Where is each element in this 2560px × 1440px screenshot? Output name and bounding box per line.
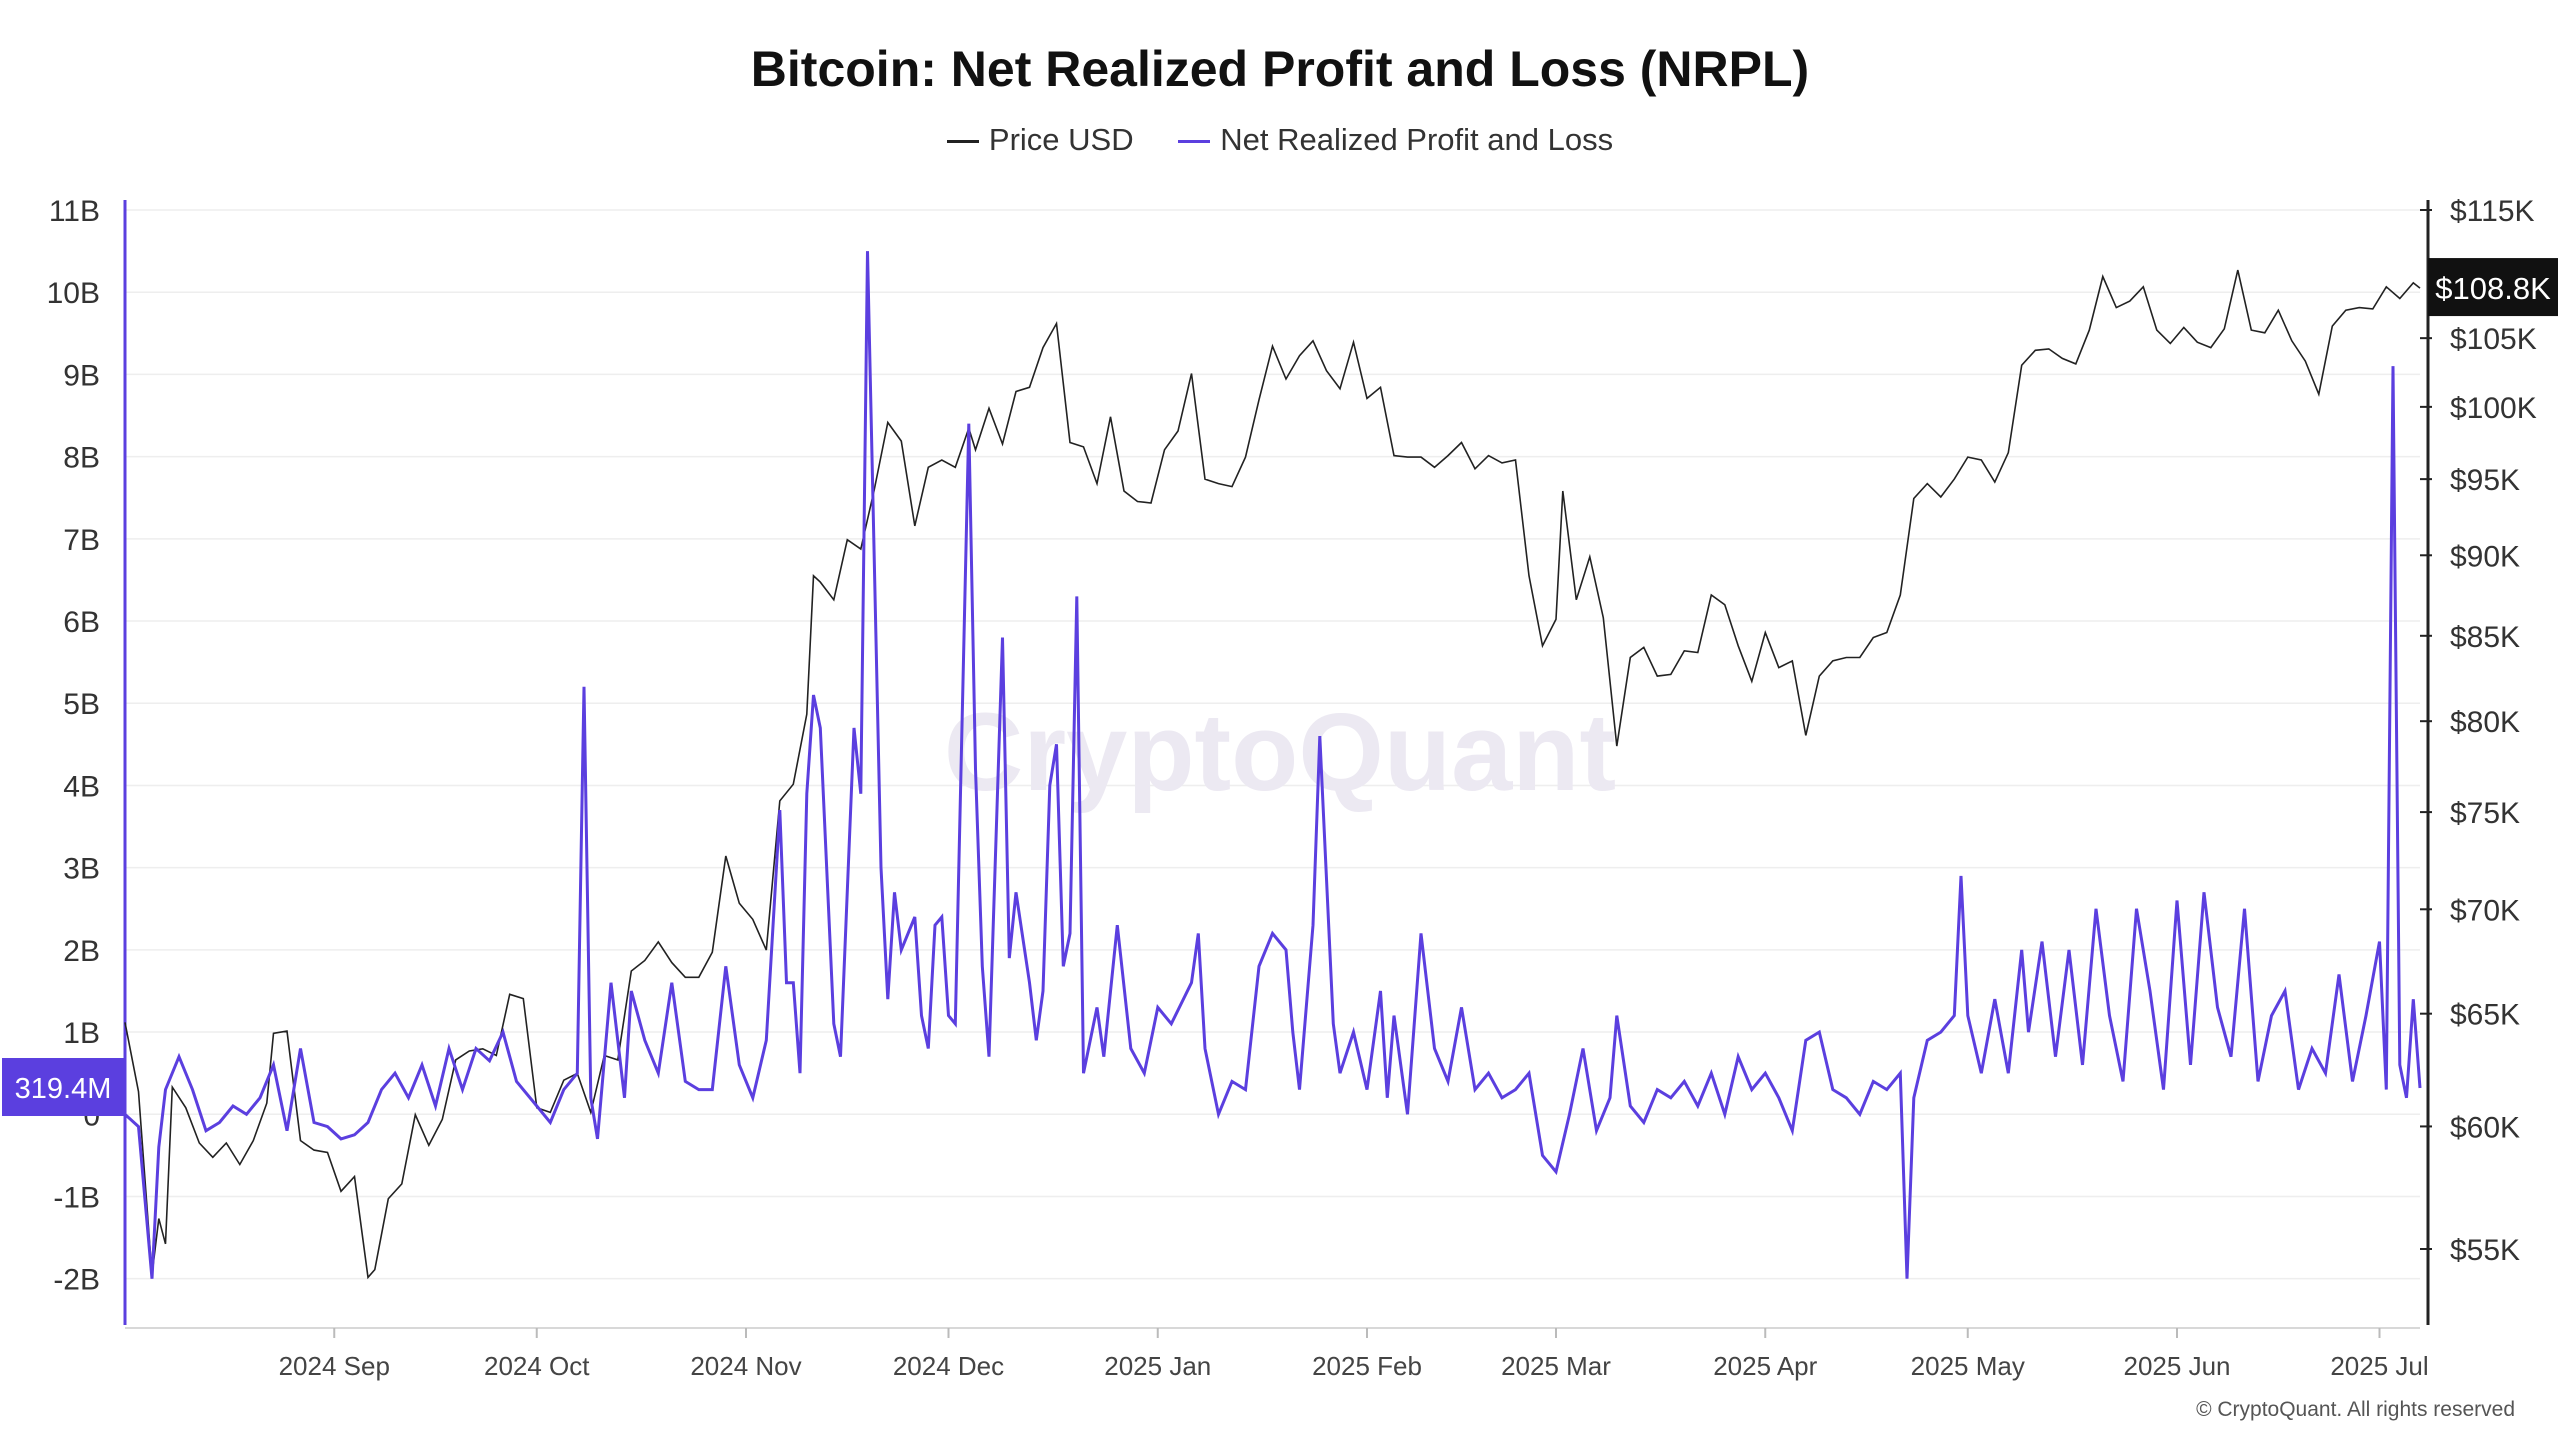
y-right-tick-label: $75K bbox=[2450, 797, 2520, 830]
current-value-label-right: $108.8K bbox=[2435, 271, 2551, 306]
y-left-tick-label: 2B bbox=[63, 935, 100, 968]
legend-label-price: Price USD bbox=[988, 122, 1134, 157]
x-tick-label: 2025 Mar bbox=[1501, 1351, 1611, 1381]
y-left-tick-label: 6B bbox=[63, 606, 100, 639]
y-right-tick-label: $55K bbox=[2450, 1234, 2520, 1267]
y-left-tick-label: 9B bbox=[63, 359, 100, 392]
y-left-tick-label: 1B bbox=[63, 1017, 100, 1050]
y-left-tick-label: 11B bbox=[49, 195, 100, 228]
y-right-tick-label: $100K bbox=[2450, 392, 2537, 425]
y-right-tick-label: $115K bbox=[2450, 195, 2535, 228]
legend-item-price[interactable]: Price USD bbox=[946, 122, 1134, 158]
current-value-badge-left bbox=[2, 1058, 124, 1117]
y-left-tick-label: 3B bbox=[63, 853, 100, 886]
x-tick-label: 2025 Jun bbox=[2124, 1351, 2231, 1381]
legend-item-nrpl[interactable]: Net Realized Profit and Loss bbox=[1178, 122, 1613, 158]
chart-title: Bitcoin: Net Realized Profit and Loss (N… bbox=[750, 41, 1810, 97]
current-value-label-left: 319.4M bbox=[15, 1073, 112, 1105]
y-left-tick-label: 10B bbox=[47, 277, 100, 310]
x-tick-label: 2025 Feb bbox=[1312, 1351, 1422, 1381]
x-tick-label: 2024 Oct bbox=[484, 1351, 590, 1381]
y-right-tick-label: $85K bbox=[2450, 621, 2520, 654]
y-right-tick-label: $105K bbox=[2450, 323, 2537, 356]
x-tick-label: 2025 Apr bbox=[1713, 1351, 1817, 1381]
legend: Price USD Net Realized Profit and Loss bbox=[0, 122, 2560, 158]
y-left-tick-label: 8B bbox=[63, 442, 100, 475]
x-tick-label: 2025 Jan bbox=[1104, 1351, 1211, 1381]
y-right-tick-label: $70K bbox=[2450, 894, 2520, 927]
x-tick-label: 2025 May bbox=[1911, 1351, 2025, 1381]
legend-swatch-nrpl bbox=[1178, 140, 1211, 144]
x-tick-label: 2024 Dec bbox=[893, 1351, 1004, 1381]
x-tick-label: 2024 Nov bbox=[690, 1351, 801, 1381]
watermark: CryptoQuant bbox=[944, 691, 1616, 814]
y-left-tick-label: -2B bbox=[53, 1264, 100, 1297]
y-right-tick-label: $80K bbox=[2450, 706, 2520, 739]
copyright-notice: © CryptoQuant. All rights reserved bbox=[2196, 1398, 2515, 1421]
legend-label-nrpl: Net Realized Profit and Loss bbox=[1220, 122, 1614, 157]
series-line-price bbox=[124, 269, 2421, 1280]
x-tick-label: 2025 Jul bbox=[2330, 1351, 2428, 1381]
legend-swatch-price bbox=[946, 140, 979, 144]
y-right-tick-label: $95K bbox=[2450, 464, 2520, 497]
y-right-tick-label: $60K bbox=[2450, 1111, 2520, 1144]
x-tick-label: 2024 Sep bbox=[279, 1351, 390, 1381]
current-value-badge-right bbox=[2428, 258, 2558, 317]
y-right-tick-label: $90K bbox=[2450, 540, 2520, 573]
y-right-tick-label: $65K bbox=[2450, 999, 2520, 1032]
series-line-nrpl bbox=[123, 251, 2422, 1279]
y-left-tick-label: 7B bbox=[63, 524, 100, 557]
y-left-tick-label: 4B bbox=[63, 770, 100, 803]
y-left-tick-label: -1B bbox=[53, 1181, 100, 1214]
y-left-tick-label: 5B bbox=[63, 688, 100, 721]
